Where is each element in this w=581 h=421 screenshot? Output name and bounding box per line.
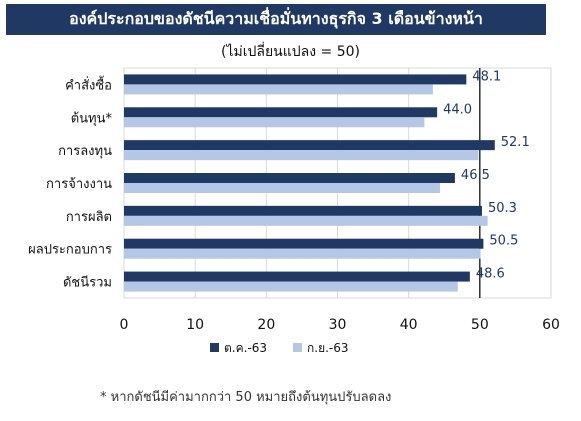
category-labels: คำสั่งซื้อต้นทุน* การลงทุนการจ้างงานการผล… [28, 75, 112, 290]
bar-series-2 [124, 183, 440, 193]
x-tick-label: 40 [400, 317, 418, 333]
bar-series-1 [124, 205, 482, 216]
data-label: 50.3 [488, 201, 517, 216]
chart-title: องค์ประกอบของดัชนีความเชื่อมั่นทางธุรกิจ… [6, 4, 546, 35]
bar-series-2 [124, 281, 458, 292]
legend-label: ต.ค.-63 [224, 341, 267, 355]
bar-series-2 [124, 84, 433, 95]
x-tick-label: 20 [257, 317, 275, 333]
bar-series-2 [124, 117, 425, 128]
category-label: การจ้างงาน [46, 177, 112, 192]
x-tick-label: 30 [329, 317, 347, 333]
x-tick-label: 60 [542, 317, 560, 333]
legend-swatch [210, 343, 219, 352]
chart-subtitle: (ไม่เปลี่ยนแปลง = 50) [221, 44, 360, 60]
data-label: 48.1 [472, 69, 501, 84]
data-label: 52.1 [501, 135, 530, 150]
legend-label: ก.ย.-63 [307, 341, 349, 355]
bars [124, 74, 495, 292]
x-tick-label: 10 [186, 317, 204, 333]
footnote: * หากดัชนีมีค่ามากกว่า 50 หมายถึงต้นทุนป… [100, 390, 392, 405]
category-label: ต้นทุน* [71, 111, 113, 126]
bar-series-1 [124, 271, 470, 282]
data-label: 46.5 [461, 168, 490, 183]
data-label: 48.6 [476, 267, 505, 282]
category-label: คำสั่งซื้อ [65, 75, 112, 93]
category-label: ผลประกอบการ [28, 243, 112, 258]
category-label: การลงทุน [58, 144, 112, 159]
bar-series-2 [124, 215, 488, 226]
bar-series-1 [124, 107, 438, 118]
data-label: 44.0 [443, 102, 472, 117]
category-label: การผลิต [66, 210, 112, 225]
bar-series-2 [124, 248, 481, 259]
legend-swatch [293, 343, 302, 352]
bar-series-1 [124, 140, 495, 151]
legend: ต.ค.-63 ก.ย.-63 [210, 341, 349, 355]
data-label: 50.5 [489, 234, 518, 249]
bar-series-1 [124, 74, 467, 85]
x-tick-label: 0 [120, 317, 129, 333]
category-label: ดัชนีรวม [63, 275, 112, 291]
x-axis-ticks: 0 10 20 30 40 50 60 [120, 317, 560, 333]
bar-series-1 [124, 173, 455, 183]
x-tick-label: 50 [471, 317, 489, 333]
bar-series-2 [124, 150, 479, 161]
bar-series-1 [124, 238, 484, 249]
data-labels: 48.1 44.0 52.1 46.5 50.3 50.5 48.6 [443, 69, 530, 281]
